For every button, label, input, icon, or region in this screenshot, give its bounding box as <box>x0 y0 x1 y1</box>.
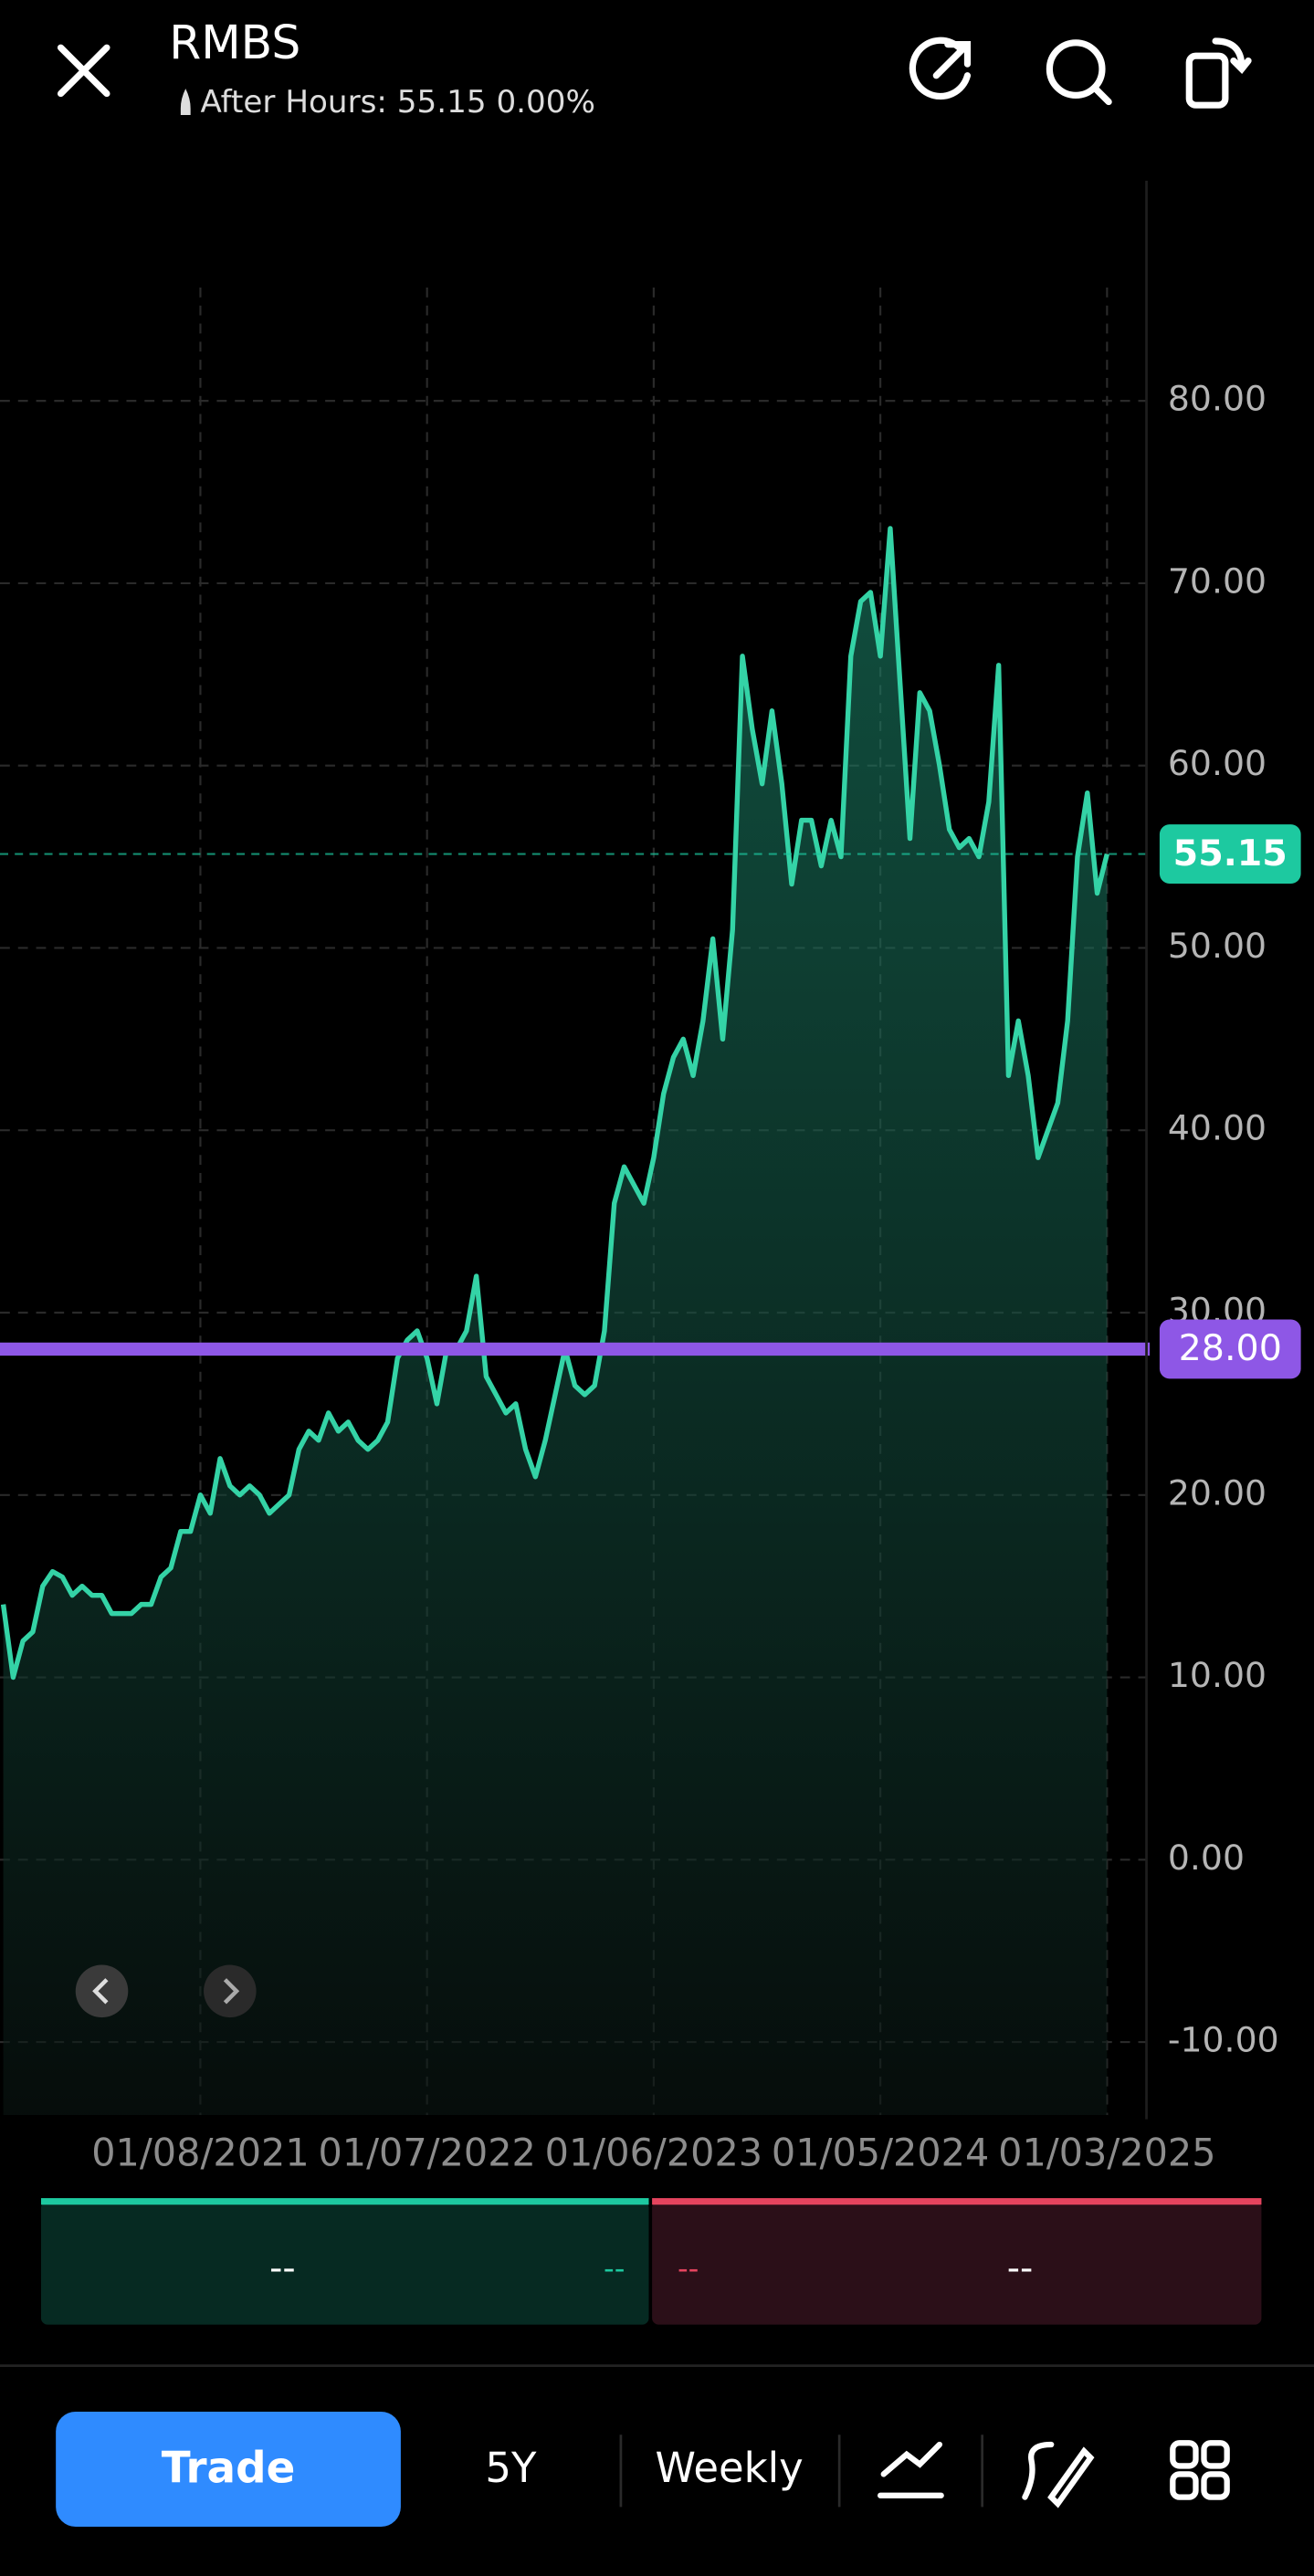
after-hours-text: After Hours: 55.15 0.00% <box>200 84 595 120</box>
close-button[interactable] <box>57 44 110 98</box>
sell-bar <box>652 2198 1262 2205</box>
draw-button[interactable] <box>1022 2441 1095 2508</box>
after-hours-icon <box>180 89 191 115</box>
more-button[interactable] <box>1170 2440 1230 2500</box>
sell-panel[interactable] <box>652 2201 1262 2325</box>
price-badge <box>1159 824 1301 884</box>
trade-label: Trade <box>162 2444 296 2493</box>
x-tick-label: 01/06/2023 <box>545 2131 762 2174</box>
y-tick-label: 10.00 <box>1168 1655 1267 1695</box>
scroll-left-button[interactable] <box>75 1964 129 2018</box>
price-line <box>0 526 1109 1681</box>
buy-bar <box>40 2198 649 2205</box>
price-area <box>3 528 1108 2115</box>
range-button[interactable]: 5Y <box>485 2444 537 2492</box>
interval-button[interactable]: Weekly <box>656 2444 804 2492</box>
y-tick-label: -10.00 <box>1168 2020 1279 2060</box>
trade-button[interactable] <box>56 2412 401 2528</box>
x-tick-label: 01/08/2021 <box>91 2131 309 2174</box>
sell-change: -- <box>678 2251 699 2286</box>
y-tick-label: 60.00 <box>1168 743 1267 783</box>
x-tick-label: 01/05/2024 <box>772 2131 989 2174</box>
y-tick-label: 40.00 <box>1168 1108 1267 1148</box>
y-tick-label: 0.00 <box>1168 1838 1245 1878</box>
y-tick-label: 20.00 <box>1168 1472 1267 1513</box>
buy-change: -- <box>604 2251 625 2286</box>
indicator-button[interactable] <box>877 2441 944 2498</box>
sell-label: -- <box>1007 2247 1034 2289</box>
x-tick-label: 01/07/2022 <box>318 2131 535 2174</box>
rotate-button[interactable] <box>1185 37 1252 109</box>
scroll-right-button[interactable] <box>204 1964 257 2018</box>
y-tick-label: 50.00 <box>1168 926 1267 966</box>
y-tick-label: 70.00 <box>1168 560 1267 601</box>
buy-label: -- <box>269 2247 296 2289</box>
alert-badge <box>1159 1319 1301 1379</box>
y-tick-label: 80.00 <box>1168 379 1267 419</box>
search-button[interactable] <box>1046 39 1112 106</box>
share-button[interactable] <box>909 37 972 100</box>
price-badge-label: 55.15 <box>1173 832 1288 874</box>
buy-panel[interactable] <box>40 2201 649 2325</box>
x-tick-label: 01/03/2025 <box>998 2131 1215 2174</box>
chart: -10.000.0010.0020.0030.0040.0050.0060.00… <box>0 287 1301 2174</box>
alert-badge-label: 28.00 <box>1179 1327 1282 1369</box>
ticker-title: RMBS <box>169 16 300 69</box>
